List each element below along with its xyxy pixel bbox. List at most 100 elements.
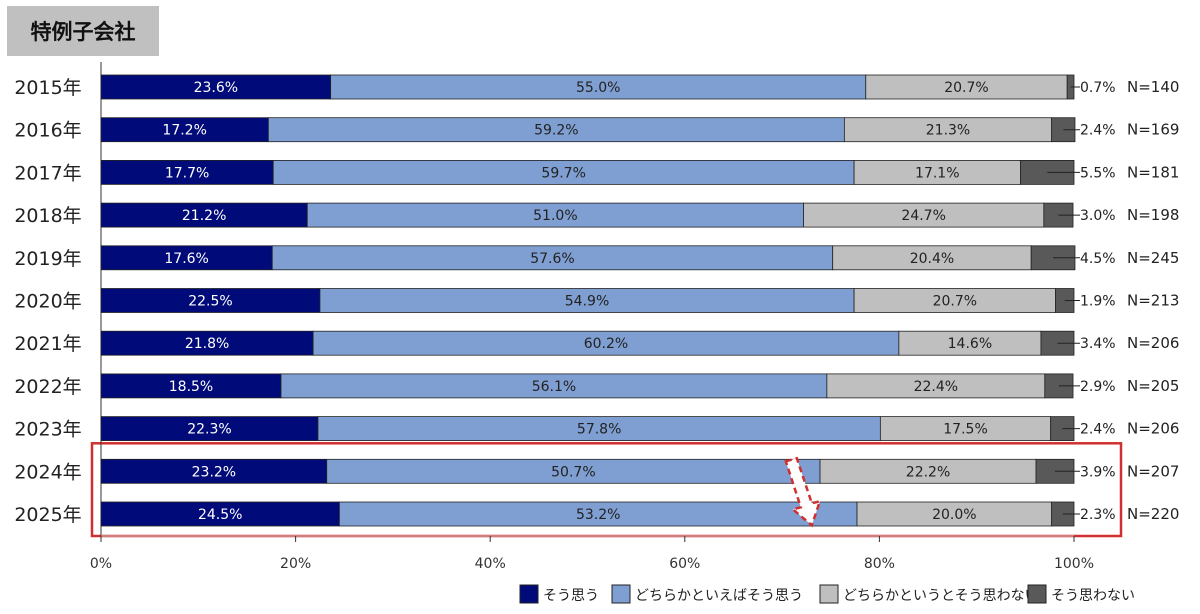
data-label: 50.7% <box>551 464 595 480</box>
bar-segment <box>272 159 855 185</box>
data-label: 22.3% <box>187 422 231 438</box>
chart-title: 特例子会社 <box>7 6 159 56</box>
data-label: 0.7% <box>1080 80 1116 96</box>
data-label: 51.0% <box>533 208 577 224</box>
data-label: 18.5% <box>169 379 213 395</box>
category-label: 2016年 <box>14 120 81 142</box>
data-label: 55.0% <box>576 80 620 96</box>
category-label: 2020年 <box>14 291 81 313</box>
data-label: 3.0% <box>1080 208 1116 224</box>
data-label: 21.8% <box>185 336 229 352</box>
n-label: N=206 <box>1127 334 1179 352</box>
data-label: 2.4% <box>1080 422 1116 438</box>
data-label: 14.6% <box>948 336 992 352</box>
data-label: 5.5% <box>1080 165 1116 181</box>
data-label: 22.5% <box>188 294 232 310</box>
legend-label: どちらかというとそう思わない <box>843 588 1039 604</box>
data-label: 23.2% <box>192 464 236 480</box>
bar-segment <box>803 202 1045 228</box>
bar-segment <box>100 74 332 100</box>
n-label: N=220 <box>1127 505 1179 523</box>
bar-segment <box>312 330 900 356</box>
data-label: 53.2% <box>576 507 620 523</box>
n-label: N=206 <box>1127 420 1179 438</box>
data-label: 60.2% <box>584 336 628 352</box>
x-tick-label: 0% <box>90 556 112 572</box>
data-label: 17.5% <box>943 422 987 438</box>
category-label: 2015年 <box>14 77 81 99</box>
bar-segment <box>306 202 804 228</box>
category-label: 2024年 <box>14 461 81 483</box>
legend-label: そう思わない <box>1051 588 1135 604</box>
n-label: N=140 <box>1127 78 1179 96</box>
data-label: 56.1% <box>532 379 576 395</box>
data-label: 59.7% <box>541 165 585 181</box>
data-label: 17.2% <box>162 123 206 139</box>
category-label: 2019年 <box>14 248 81 270</box>
category-label: 2018年 <box>14 205 81 227</box>
data-label: 24.7% <box>901 208 945 224</box>
data-label: 21.2% <box>182 208 226 224</box>
data-label: 17.1% <box>915 165 959 181</box>
data-label: 2.9% <box>1080 379 1116 395</box>
bar-segment <box>100 416 319 442</box>
bar-segment <box>100 288 321 313</box>
n-label: N=245 <box>1127 249 1179 267</box>
data-label: 3.9% <box>1080 464 1116 480</box>
data-label: 59.2% <box>534 123 578 139</box>
bar-segment <box>100 373 282 399</box>
legend-label: どちらかといえばそう思う <box>635 588 803 604</box>
data-label: 20.0% <box>932 507 976 523</box>
legend-swatch <box>519 584 539 604</box>
data-label: 57.8% <box>577 422 621 438</box>
data-label: 57.6% <box>530 251 574 267</box>
bar-segment <box>879 416 1052 442</box>
data-label: 22.2% <box>906 464 950 480</box>
legend-label: そう思う <box>543 588 599 604</box>
bar-segment <box>832 245 1032 271</box>
data-label: 22.4% <box>914 379 958 395</box>
data-label: 17.7% <box>165 165 209 181</box>
bar-segment <box>100 117 269 143</box>
category-label: 2023年 <box>14 419 81 441</box>
n-label: N=169 <box>1127 121 1179 139</box>
n-label: N=205 <box>1127 377 1179 395</box>
bar-segment <box>100 245 273 271</box>
n-label: N=198 <box>1127 206 1179 224</box>
bar-segment <box>100 202 308 228</box>
data-label: 1.9% <box>1080 294 1116 310</box>
legend-swatch <box>819 584 839 604</box>
bar-segment <box>856 501 1053 527</box>
n-label: N=213 <box>1127 292 1179 310</box>
x-tick-label: 60% <box>669 556 700 572</box>
bar-segment <box>100 159 274 185</box>
x-tick-label: 40% <box>475 556 506 572</box>
bar-segment <box>853 288 1056 313</box>
x-tick-label: 100% <box>1054 556 1094 572</box>
legend-swatch <box>1027 584 1047 604</box>
data-label: 17.6% <box>164 251 208 267</box>
data-label: 2.3% <box>1080 507 1116 523</box>
data-label: 4.5% <box>1080 251 1116 267</box>
bar-segment <box>338 501 858 527</box>
bar-segment <box>271 245 834 271</box>
bar-segment <box>898 330 1042 356</box>
data-label: 20.7% <box>933 294 977 310</box>
data-label: 24.5% <box>198 507 242 523</box>
data-label: 23.6% <box>194 80 238 96</box>
bar-segment <box>100 458 328 484</box>
data-label: 2.4% <box>1080 123 1116 139</box>
category-label: 2017年 <box>14 162 81 184</box>
legend-swatch <box>611 584 631 604</box>
bar-segment <box>843 117 1053 143</box>
x-tick-label: 20% <box>280 556 311 572</box>
bar-segment <box>326 458 821 484</box>
data-label: 20.4% <box>910 251 954 267</box>
data-label: 20.7% <box>944 80 988 96</box>
n-label: N=207 <box>1127 462 1179 480</box>
data-label: 54.9% <box>565 294 609 310</box>
data-label: 21.3% <box>926 123 970 139</box>
category-label: 2021年 <box>14 333 81 355</box>
n-label: N=181 <box>1127 163 1179 181</box>
